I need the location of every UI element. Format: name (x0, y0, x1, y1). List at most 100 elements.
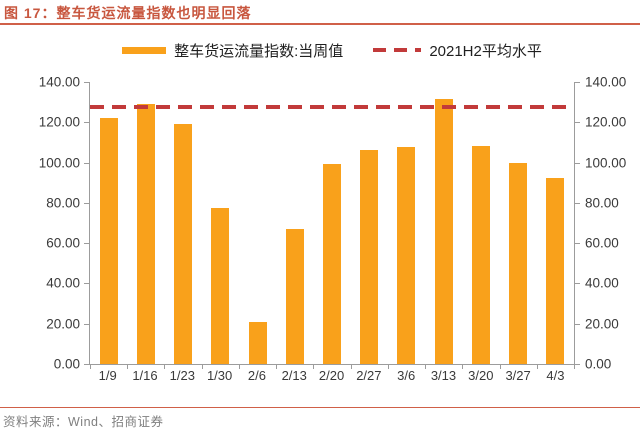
bar (285, 228, 304, 364)
source-divider (0, 407, 640, 408)
y-tick-label-right: 120.00 (585, 114, 627, 130)
bar-cell (537, 82, 574, 364)
x-tick-label: 3/27 (505, 368, 531, 383)
bar-cell (388, 82, 425, 364)
x-tick-label: 1/16 (132, 368, 158, 383)
x-tick-mark (313, 365, 315, 369)
y-tick-label-right: 60.00 (585, 235, 619, 251)
x-tick-mark (536, 365, 538, 369)
x-tick-mark (387, 365, 389, 369)
y-tick-label-left: 120.00 (38, 114, 80, 130)
legend-item-average-line: 2021H2平均水平 (373, 40, 542, 61)
bar (248, 321, 267, 364)
x-tick-label: 2/20 (318, 368, 345, 383)
bar (99, 118, 118, 364)
x-tick-mark (350, 365, 352, 369)
y-tick-label-left: 20.00 (46, 316, 80, 332)
bar-cell (202, 82, 239, 364)
y-tick-label-right: 20.00 (585, 316, 619, 332)
y-axis-right: 140.00 120.00 100.00 80.00 60.00 40.00 20.00 0.… (585, 75, 640, 372)
bar (323, 163, 342, 364)
bar-cell (127, 82, 164, 364)
x-tick-label: 3/13 (430, 368, 457, 383)
bar (509, 163, 528, 364)
x-tick-mark (127, 365, 129, 369)
x-axis-labels: 1/9 1/16 1/23 1/30 2/6 2/13 2/20 2/27 3/6 3/13 3/2… (89, 368, 574, 383)
legend-item-bar-series: 整车货运流量指数:当周值 (122, 40, 343, 61)
bar (360, 150, 379, 364)
x-tick-label: 1/9 (98, 368, 117, 383)
y-tick-mark (575, 162, 580, 164)
x-tick-label: 2/27 (356, 368, 382, 383)
bar-cell (425, 82, 462, 364)
y-tick-label-left: 140.00 (38, 74, 80, 90)
bar (174, 124, 193, 364)
y-tick-label-right: 100.00 (585, 155, 627, 171)
y-tick-mark (84, 122, 89, 124)
y-tick-mark (84, 82, 89, 83)
plot-area (84, 82, 580, 369)
x-tick-mark (499, 365, 501, 369)
bar (136, 103, 155, 364)
legend: 整车货运流量指数:当周值 2021H2平均水平 (90, 40, 574, 61)
y-tick-label-right: 80.00 (585, 195, 619, 211)
y-tick-label-left: 80.00 (46, 195, 80, 211)
y-tick-label-left: 0.00 (53, 356, 80, 372)
y-tick-label-right: 40.00 (585, 275, 619, 291)
y-axis-left: 140.00 120.00 100.00 80.00 60.00 40.00 20.00 0.… (0, 75, 80, 372)
x-tick-label: 4/3 (546, 368, 565, 383)
y-tick-mark (84, 202, 89, 204)
y-tick-mark (575, 122, 580, 124)
bar-cell (500, 82, 537, 364)
x-tick-mark (425, 365, 427, 369)
bar-cell (313, 82, 350, 364)
y-tick-label-left: 60.00 (46, 235, 80, 251)
y-tick-label-left: 100.00 (38, 155, 80, 171)
x-tick-mark (164, 365, 166, 369)
chart-region: 140.00 120.00 100.00 80.00 60.00 40.00 20.00 0.… (0, 75, 640, 372)
bar-cell (239, 82, 276, 364)
bars (90, 82, 574, 364)
x-tick-label: 3/6 (397, 368, 416, 383)
x-tick-mark (238, 365, 240, 369)
y-tick-mark (575, 323, 580, 325)
average-line (90, 104, 574, 109)
bar-cell (462, 82, 499, 364)
bar-cell (351, 82, 388, 364)
bar (434, 99, 453, 364)
x-tick-label: 2/6 (247, 368, 266, 383)
x-tick-label: 3/20 (468, 368, 494, 383)
y-tick-label-right: 0.00 (585, 356, 612, 372)
y-tick-mark (84, 323, 89, 325)
y-tick-label-left: 40.00 (46, 275, 80, 291)
dashed-line-swatch-icon (373, 48, 422, 52)
legend-average-line-label: 2021H2平均水平 (429, 42, 542, 60)
y-tick-mark (84, 364, 89, 365)
x-tick-mark (90, 365, 91, 369)
bar-cell (90, 82, 127, 364)
x-tick-mark (201, 365, 203, 369)
bar (211, 207, 230, 364)
bar (397, 146, 416, 364)
legend-bar-series-label: 整车货运流量指数:当周值 (174, 42, 344, 60)
y-tick-mark (84, 162, 89, 164)
source-note: 资料来源：Wind、招商证券 (3, 415, 164, 429)
y-tick-mark (575, 82, 580, 83)
bar-cell (164, 82, 201, 364)
y-tick-mark (84, 283, 89, 285)
bar-series-swatch-icon (122, 46, 167, 54)
title-divider (0, 23, 640, 25)
bar-cell (276, 82, 313, 364)
y-tick-mark (84, 243, 89, 245)
x-tick-label: 1/30 (206, 368, 233, 383)
y-tick-label-right: 140.00 (585, 74, 627, 90)
bar (471, 145, 490, 364)
y-tick-mark (575, 364, 580, 365)
x-tick-label: 2/13 (281, 368, 307, 383)
y-tick-mark (575, 243, 580, 245)
x-tick-mark (574, 365, 575, 369)
bar (546, 178, 565, 364)
x-tick-mark (462, 365, 464, 369)
x-tick-mark (276, 365, 278, 369)
